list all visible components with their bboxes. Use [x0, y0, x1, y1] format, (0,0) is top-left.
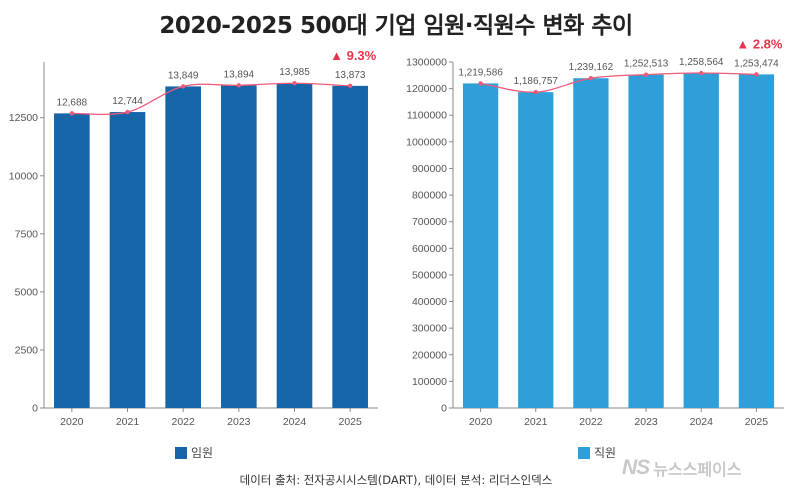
executives-legend: 임원 — [175, 444, 213, 461]
executives-data-label: 12,744 — [112, 96, 143, 107]
news-logo-text: 뉴스스페이스 — [653, 462, 742, 479]
employees-bar — [462, 83, 499, 408]
employees-data-label: 1,186,757 — [514, 76, 559, 87]
employees-y-tick-label: 700000 — [412, 216, 447, 228]
executives-bar — [165, 86, 201, 409]
employees-growth-label: ▲ 2.8% — [736, 36, 783, 51]
employees-y-tick-label: 300000 — [412, 323, 447, 335]
employees-x-tick-label: 2022 — [579, 416, 603, 428]
chart-title: 2020-2025 500대 기업 임원·직원수 변화 추이 — [159, 13, 633, 39]
executives-trend-point — [180, 84, 186, 89]
executives-y-tick-label: 5000 — [15, 286, 39, 298]
executives-x-tick-label: 2022 — [171, 416, 195, 428]
employees-y-tick-label: 0 — [441, 403, 447, 415]
executives-x-tick-label: 2020 — [60, 416, 84, 428]
employees-legend-label: 직원 — [594, 446, 617, 460]
data-source-note: 데이터 출처: 전자공시시스템(DART), 데이터 분석: 리더스인덱스 — [239, 473, 553, 487]
employees-data-label: 1,219,586 — [458, 67, 503, 78]
executives-growth-label: ▲ 9.3% — [330, 48, 377, 63]
employees-trend-point — [643, 72, 649, 77]
executives-y-tick-label: 10000 — [9, 170, 38, 182]
executives-trend-line — [71, 82, 351, 116]
executives-y-tick-label: 12500 — [9, 112, 38, 124]
executives-legend-swatch — [175, 446, 187, 459]
executives-y-tick-label: 7500 — [15, 228, 39, 240]
employees-x-tick-label: 2023 — [634, 416, 658, 428]
news-logo-mark: NS — [622, 456, 650, 479]
employees-trend-point — [478, 81, 483, 86]
executives-legend-label: 임원 — [191, 446, 214, 460]
employees-x-tick-label: 2020 — [469, 416, 493, 428]
employees-trend-point — [533, 89, 538, 95]
employees-trend-point — [754, 72, 759, 77]
employees-x-tick-label: 2024 — [690, 416, 714, 428]
executives-data-label: 13,894 — [224, 69, 255, 80]
employees-bar — [738, 74, 775, 409]
employees-bar — [518, 92, 554, 408]
executives-trend-point — [292, 81, 297, 86]
executives-y-tick-label: 2500 — [15, 344, 39, 356]
employees-bar — [573, 78, 609, 409]
employees-data-label: 1,258,564 — [679, 57, 724, 68]
executives-trend-point — [125, 109, 130, 115]
employees-y-tick-label: 500000 — [412, 269, 447, 281]
executives-trend-point — [347, 83, 353, 89]
employees-legend-swatch — [578, 446, 590, 459]
executives-trend-point — [69, 111, 75, 116]
employees-data-label: 1,253,474 — [734, 58, 779, 69]
employees-y-tick-label: 400000 — [412, 296, 447, 308]
employees-y-tick-label: 1200000 — [406, 83, 447, 95]
employees-y-tick-label: 200000 — [412, 349, 447, 361]
executives-data-label: 13,985 — [279, 67, 310, 78]
employees-y-tick-label: 1100000 — [407, 110, 447, 122]
employees-trend-point — [699, 70, 704, 76]
executives-bar — [109, 112, 146, 409]
executives-bar — [276, 83, 313, 408]
executives-bar — [221, 85, 257, 408]
news-logo-watermark: NS 뉴스스페이스 — [622, 456, 742, 480]
executives-data-label: 13,849 — [168, 70, 199, 81]
executives-data-label: 12,688 — [57, 97, 88, 108]
executives-data-label: 13,873 — [335, 70, 366, 81]
employees-x-tick-label: 2025 — [745, 416, 769, 428]
executives-y-tick-label: 0 — [32, 403, 38, 415]
employees-data-label: 1,252,513 — [624, 59, 669, 70]
employees-trend-point — [588, 75, 594, 81]
executives-trend-point — [236, 83, 242, 88]
employees-bar — [628, 74, 664, 408]
employees-y-tick-label: 1000000 — [406, 136, 447, 148]
employees-legend: 직원 — [578, 444, 616, 461]
executives-x-tick-label: 2024 — [283, 416, 307, 428]
employees-y-tick-label: 900000 — [412, 163, 447, 175]
employees-y-tick-label: 100000 — [412, 376, 447, 388]
employees-y-tick-label: 1300000 — [406, 57, 447, 69]
executives-x-tick-label: 2025 — [338, 416, 362, 428]
executives-bar — [54, 113, 90, 408]
executives-x-tick-label: 2023 — [227, 416, 251, 428]
employees-y-tick-label: 600000 — [412, 243, 447, 255]
employees-y-tick-label: 800000 — [412, 190, 447, 202]
employees-bar — [683, 73, 719, 408]
employees-x-tick-label: 2021 — [524, 416, 548, 428]
employees-trend-line — [480, 72, 757, 93]
executives-x-tick-label: 2021 — [116, 416, 140, 428]
employees-data-label: 1,239,162 — [569, 62, 614, 73]
executives-bar — [332, 85, 368, 409]
